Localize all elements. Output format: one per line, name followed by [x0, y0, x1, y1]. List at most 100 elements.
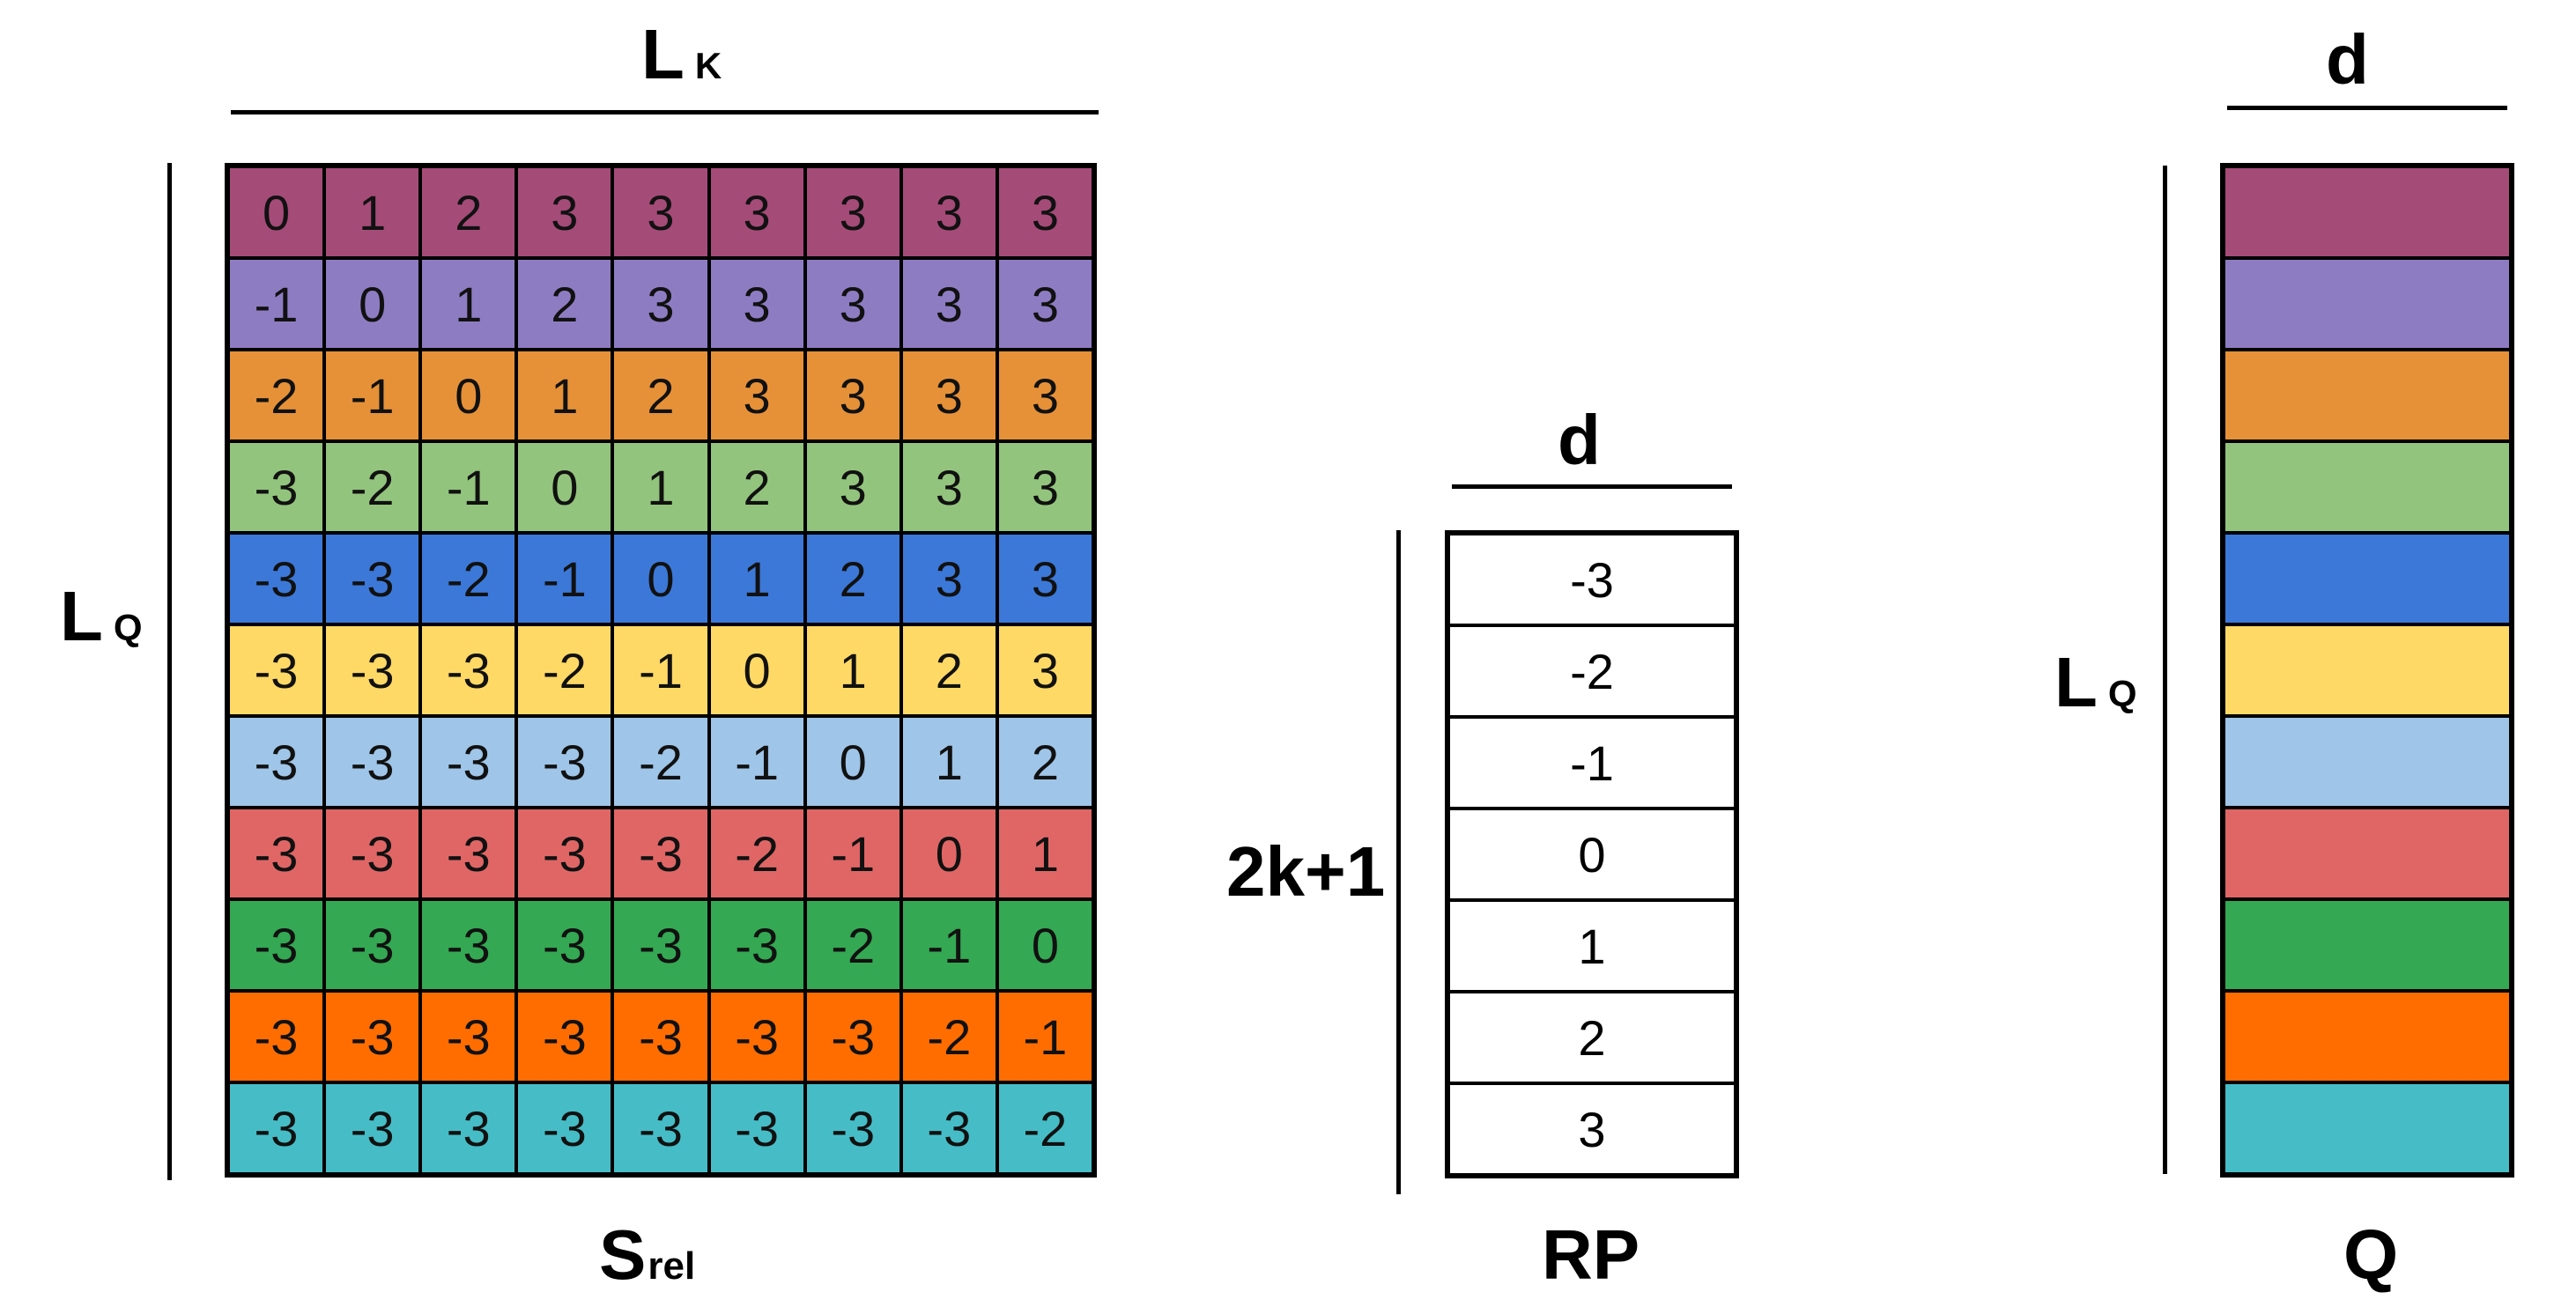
srel-cell: -3 [708, 1082, 805, 1174]
rp-cell: -2 [1448, 625, 1736, 717]
srel-left-label-main: L [60, 577, 103, 655]
q-row-block [2224, 899, 2511, 991]
srel-top-label-main: L [641, 15, 685, 93]
srel-cell: 3 [804, 166, 901, 258]
srel-cell: -3 [228, 624, 325, 716]
srel-cell: -3 [324, 624, 421, 716]
q-row-block [2224, 533, 2511, 624]
srel-cell: -2 [708, 808, 805, 899]
rp-cell: -3 [1448, 534, 1736, 625]
srel-cell: -2 [612, 716, 709, 808]
srel-cell: 0 [516, 441, 613, 533]
srel-cell: -3 [612, 1082, 709, 1174]
srel-cell: 0 [324, 258, 421, 350]
srel-cell: 3 [804, 441, 901, 533]
srel-cell: -2 [324, 441, 421, 533]
srel-cell: 3 [804, 350, 901, 441]
srel-cell: -1 [708, 716, 805, 808]
srel-cell: 3 [900, 533, 997, 624]
srel-cell: -3 [804, 1082, 901, 1174]
srel-cell: -3 [420, 808, 517, 899]
q-top-bracket-line [2227, 106, 2507, 110]
srel-cell: 1 [324, 166, 421, 258]
srel-cell: -3 [612, 808, 709, 899]
srel-bottom-label-sub: rel [648, 1244, 696, 1288]
srel-cell: 3 [516, 166, 613, 258]
srel-cell: -2 [516, 624, 613, 716]
srel-cell: 1 [420, 258, 517, 350]
q-row-block [2224, 350, 2511, 441]
srel-bottom-label-main: S [599, 1215, 647, 1294]
rp-cell: 0 [1448, 809, 1736, 900]
srel-cell: -1 [324, 350, 421, 441]
srel-cell: -3 [228, 991, 325, 1082]
srel-cell: 3 [900, 258, 997, 350]
rp-cell: 3 [1448, 1083, 1736, 1175]
srel-cell: -3 [516, 1082, 613, 1174]
srel-cell: 3 [804, 258, 901, 350]
srel-cell: -1 [516, 533, 613, 624]
rp-left-bracket-line [1396, 530, 1401, 1194]
srel-cell: -3 [420, 716, 517, 808]
srel-cell: 3 [996, 624, 1093, 716]
srel-cell: 1 [900, 716, 997, 808]
srel-cell: -3 [612, 899, 709, 991]
srel-cell: 0 [900, 808, 997, 899]
srel-cell: -3 [804, 991, 901, 1082]
srel-cell: 0 [228, 166, 325, 258]
srel-cell: 0 [612, 533, 709, 624]
srel-cell: -3 [324, 808, 421, 899]
srel-cell: -3 [324, 1082, 421, 1174]
srel-cell: -2 [996, 1082, 1093, 1174]
srel-cell: -3 [516, 808, 613, 899]
srel-cell: -3 [708, 899, 805, 991]
rp-top-label: d [1558, 401, 1601, 479]
q-row-block [2224, 624, 2511, 716]
srel-cell: -3 [228, 808, 325, 899]
srel-cell: 1 [612, 441, 709, 533]
srel-left-label-sub: Q [113, 607, 143, 648]
q-row-block [2224, 166, 2511, 258]
srel-cell: -1 [900, 899, 997, 991]
srel-cell: 3 [708, 350, 805, 441]
srel-cell: 0 [996, 899, 1093, 991]
srel-cell: -2 [900, 991, 997, 1082]
srel-cell: 3 [996, 441, 1093, 533]
srel-cell: 0 [708, 624, 805, 716]
rp-top-bracket-line [1452, 484, 1732, 489]
q-left-label-sub: Q [2107, 673, 2137, 714]
q-stack [2220, 163, 2514, 1178]
srel-cell: 2 [996, 716, 1093, 808]
srel-cell: -3 [516, 899, 613, 991]
srel-cell: 0 [420, 350, 517, 441]
rp-left-label: 2k+1 [1226, 832, 1386, 911]
q-left-bracket-line [2163, 166, 2167, 1174]
srel-cell: -3 [420, 899, 517, 991]
srel-cell: 3 [708, 166, 805, 258]
srel-left-bracket-line [167, 163, 172, 1180]
srel-cell: -3 [324, 533, 421, 624]
srel-cell: -2 [228, 350, 325, 441]
q-row-block [2224, 258, 2511, 350]
srel-cell: 2 [900, 624, 997, 716]
srel-cell: 3 [612, 258, 709, 350]
q-top-label: d [2326, 20, 2369, 99]
srel-matrix: 0 1 2 3 3 3 3 3 3 -1 0 1 2 3 3 3 3 3 -2 -1 0 1 2 3 3 3 3 -3 -2 -1 0 1 2 3… [225, 163, 1097, 1178]
srel-cell: 1 [516, 350, 613, 441]
srel-cell: 1 [804, 624, 901, 716]
srel-cell: -3 [612, 991, 709, 1082]
srel-cell: 2 [516, 258, 613, 350]
srel-cell: 2 [420, 166, 517, 258]
srel-cell: -3 [228, 716, 325, 808]
q-bottom-label: Q [2343, 1215, 2399, 1294]
srel-top-bracket-line [231, 110, 1099, 114]
srel-cell: -1 [612, 624, 709, 716]
srel-bottom-label: Srel [599, 1220, 695, 1290]
srel-cell: 3 [612, 166, 709, 258]
srel-cell: 3 [708, 258, 805, 350]
srel-cell: -3 [420, 991, 517, 1082]
srel-cell: -3 [708, 991, 805, 1082]
rp-cell: 2 [1448, 992, 1736, 1083]
srel-cell: -1 [996, 991, 1093, 1082]
